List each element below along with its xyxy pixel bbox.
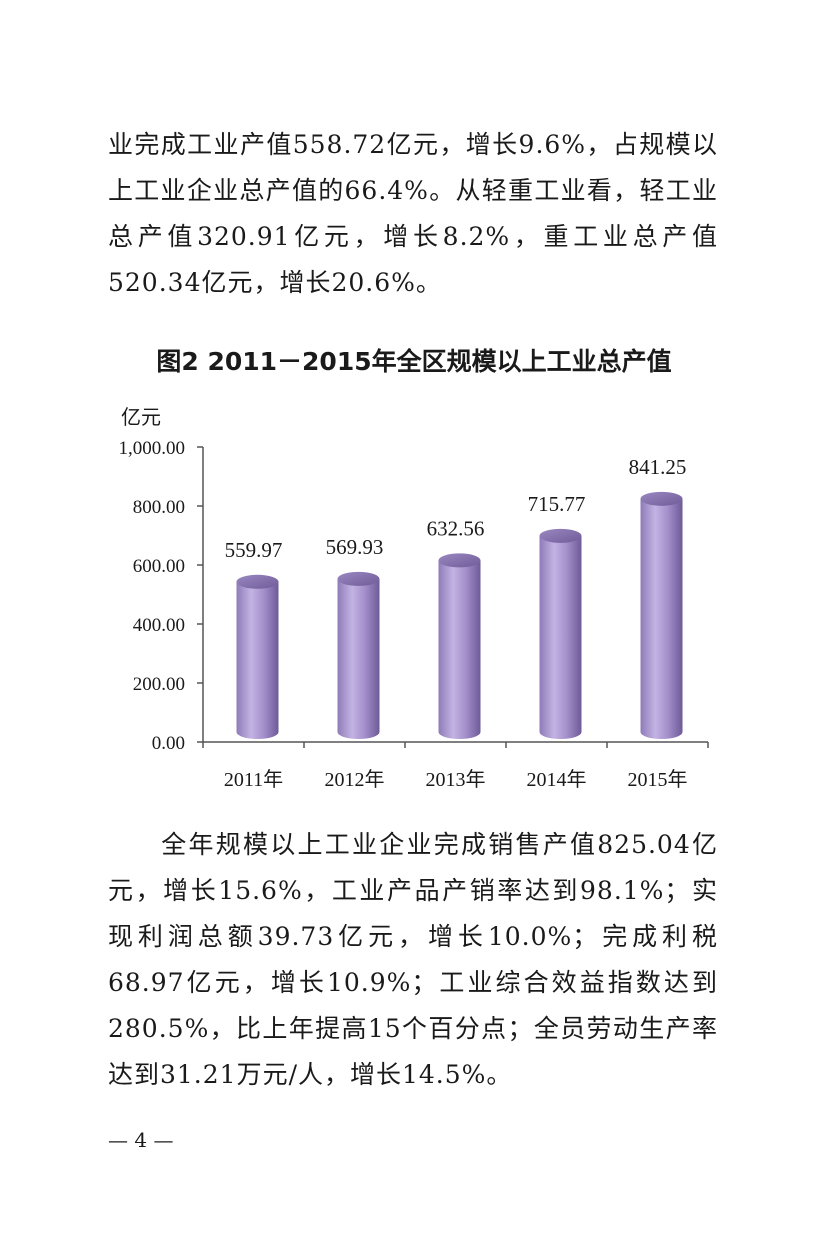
bar-top (438, 553, 481, 568)
bar-chart: 亿元 0.00 200.00 400.00 600.00 800.00 1,000.00 55… (119, 406, 709, 791)
y-axis-label: 亿元 (121, 406, 161, 429)
x-tick-label: 2013年 (426, 768, 486, 791)
body-paragraph-2-text: 全年规模以上工业企业完成销售产值825.04亿元，增长15.6%，工业产品产销率… (108, 830, 718, 1089)
page-number: — 4 — (108, 1128, 174, 1152)
data-label: 715.77 (528, 492, 586, 516)
y-tick-label: 200.00 (133, 674, 185, 695)
data-label: 559.97 (225, 538, 283, 562)
x-tick-label: 2011年 (224, 768, 283, 791)
bar-top (539, 528, 582, 543)
figure-title: 图2 2011－2015年全区规模以上工业总产值 (156, 347, 672, 376)
x-tick-label: 2012年 (325, 768, 385, 791)
body-paragraph-2: 全年规模以上工业企业完成销售产值825.04亿元，增长15.6%，工业产品产销率… (108, 822, 718, 1098)
bar-top (337, 571, 380, 586)
bar (539, 535, 582, 739)
x-tick-label: 2015年 (628, 768, 688, 791)
x-tick-label: 2014年 (527, 768, 587, 791)
data-label: 569.93 (326, 535, 384, 559)
bar (438, 560, 481, 739)
bar (640, 498, 683, 739)
data-label: 841.25 (629, 455, 687, 479)
y-tick-label: 0.00 (152, 733, 185, 754)
bar-top (236, 574, 279, 589)
bar-top (640, 491, 683, 506)
data-label: 632.56 (427, 516, 485, 540)
bar (236, 581, 279, 739)
y-tick-label: 600.00 (133, 556, 185, 577)
body-paragraph-1: 业完成工业产值558.72亿元，增长9.6%，占规模以上工业企业总产值的66.4… (108, 130, 718, 297)
bar (337, 578, 380, 739)
y-tick-label: 400.00 (133, 615, 185, 636)
y-tick-label: 1,000.00 (119, 438, 186, 459)
y-tick-label: 800.00 (133, 497, 185, 518)
